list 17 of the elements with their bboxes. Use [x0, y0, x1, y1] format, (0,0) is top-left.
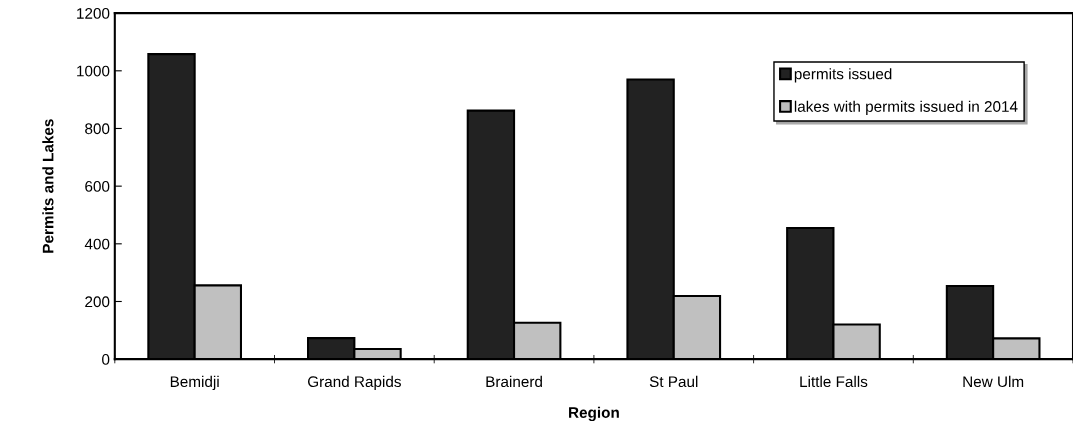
y-tick-label: 800 — [85, 123, 110, 135]
y-tick-label: 1000 — [77, 65, 110, 77]
legend-label: permits issued — [794, 68, 892, 83]
y-axis-title: Permits and Lakes — [42, 119, 54, 253]
legend-label: lakes with permits issued in 2014 — [794, 100, 1018, 115]
x-tick-label: Grand Rapids — [308, 375, 401, 391]
x-tick-label: Bemidji — [170, 375, 219, 391]
y-tick-label: 200 — [85, 296, 110, 308]
x-tick-label: New Ulm — [963, 375, 1024, 388]
x-axis-title: Region — [569, 406, 619, 422]
y-tick-label: 600 — [85, 181, 110, 192]
y-tick-label: 1200 — [77, 8, 110, 19]
x-tick-label: Brainerd — [486, 375, 542, 388]
x-tick-label: St Paul — [649, 375, 698, 388]
x-tick-label: Little Falls — [800, 375, 868, 388]
y-tick-label: 400 — [84, 238, 110, 250]
y-tick-label: 0 — [102, 354, 110, 365]
